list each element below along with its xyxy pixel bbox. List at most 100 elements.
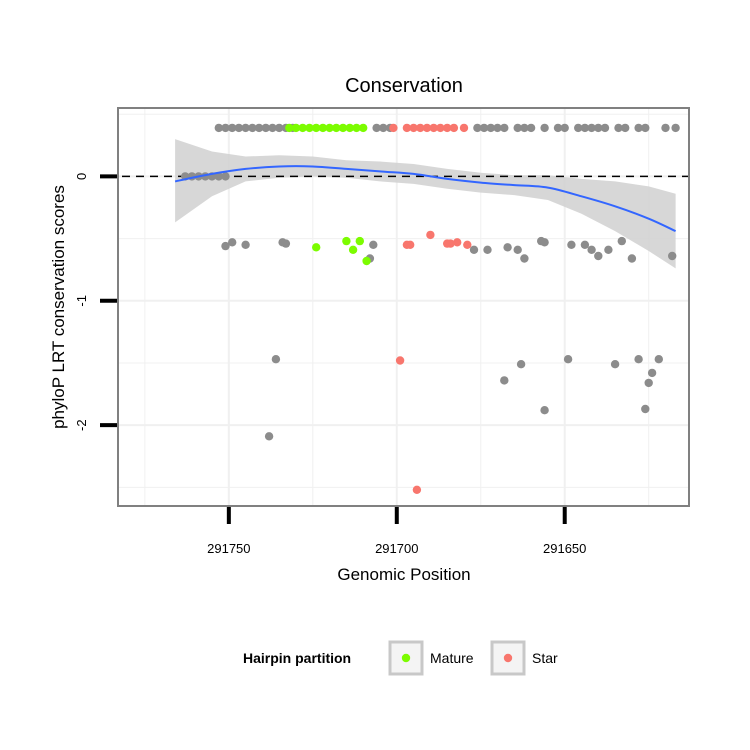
point-other [372,123,381,133]
point-other [644,378,653,388]
point-other [580,123,590,133]
legend: Hairpin partition Mature Star [243,640,558,676]
point-other [634,123,643,133]
point-other [594,123,603,133]
point-mature [325,123,334,133]
point-other [634,355,643,364]
point-other [520,254,529,263]
point-other [473,123,482,133]
y-axis-title: phyloP LRT conservation scores [49,185,68,429]
point-mature [318,123,328,133]
point-other [641,404,650,414]
point-star [395,356,405,365]
point-star [463,240,472,249]
point-other [241,123,250,133]
point-other [641,123,650,133]
point-other [516,360,526,369]
point-other [540,123,549,133]
point-mature [285,123,294,133]
point-other [271,355,281,364]
point-other [574,123,583,133]
point-star [443,123,452,133]
y-tick-label: -2 [74,419,89,431]
point-other [241,240,250,249]
point-other [248,123,257,133]
point-star [449,123,459,133]
point-other [221,123,230,133]
point-other [563,355,573,364]
point-star [426,230,435,240]
point-other [369,240,378,249]
y-tick-label: -1 [74,295,89,307]
point-mature [342,236,351,246]
point-mature [312,243,321,252]
point-other [513,123,522,133]
point-other [594,251,603,261]
point-other [671,123,680,133]
point-other [486,123,495,133]
loess-smooth-line [174,165,677,233]
point-other [621,123,630,133]
point-star [406,240,415,249]
point-star [422,123,432,133]
point-other [513,245,522,254]
x-axis: 291750 291700 291650 Genomic Position [207,507,586,584]
point-other [469,245,479,254]
point-star [416,123,425,133]
point-mature [332,123,341,133]
point-other [503,243,512,252]
point-mature [305,123,314,133]
legend-item-mature: Mature [388,640,474,676]
point-other [500,376,509,385]
point-other [526,123,536,133]
confidence-ribbon [175,139,676,269]
plot-border [117,107,690,507]
point-other [275,123,284,133]
point-other [610,360,620,369]
point-other [647,368,657,378]
point-mature [352,123,361,133]
legend-label-star: Star [532,650,558,666]
point-other [654,355,663,364]
point-other [281,239,291,248]
legend-label-mature: Mature [430,650,474,666]
point-star [459,123,469,133]
x-tick-label: 291750 [207,541,250,556]
y-tick-label: 0 [74,173,89,180]
point-other [228,123,237,133]
point-star [412,485,422,494]
point-other [617,236,626,246]
point-other [483,245,492,254]
point-star [402,123,412,133]
point-mature [291,123,301,133]
point-mature [312,123,321,133]
point-other [493,123,502,133]
point-other [500,123,509,133]
point-mature [362,256,371,266]
point-other [520,123,529,133]
point-other [587,245,596,254]
plot-panel [117,107,690,507]
point-star [409,123,418,133]
point-star [446,239,455,248]
point-other [479,123,489,133]
point-other [540,238,549,247]
point-other [580,240,590,249]
point-other [614,123,623,133]
point-star [436,123,445,133]
point-other [234,123,244,133]
chart-title: Conservation [345,75,463,97]
y-axis: 0 -1 -2 phyloP LRT conservation scores [49,173,117,431]
point-other [587,123,596,133]
legend-marker-star [503,653,513,663]
point-other [560,123,569,133]
point-mature [345,123,354,133]
point-mature [338,123,348,133]
point-star [389,123,398,133]
x-tick-label: 291700 [375,541,418,556]
point-other [600,123,610,133]
point-other [627,254,637,263]
point-mature [359,123,368,133]
point-mature [298,123,307,133]
